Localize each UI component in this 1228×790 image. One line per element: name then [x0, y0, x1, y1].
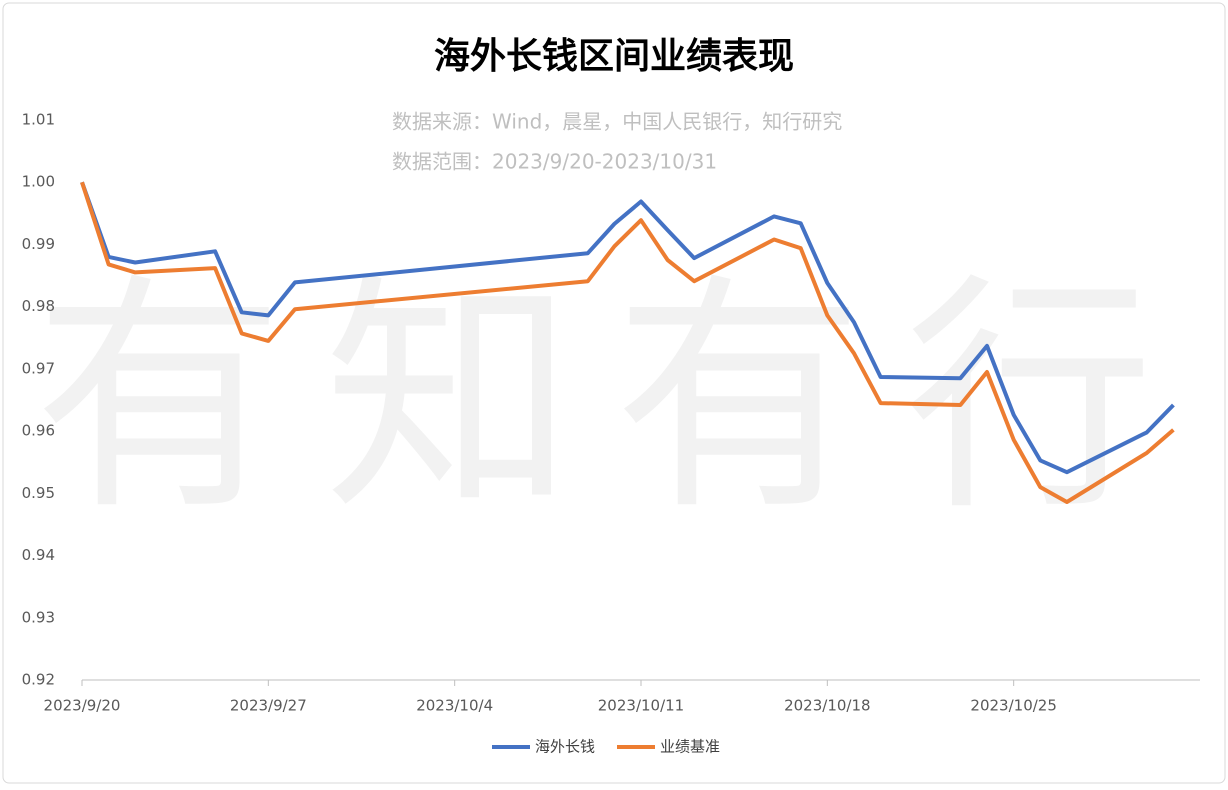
legend-label: 海外长钱 — [535, 738, 595, 756]
y-tick-label: 1.01 — [22, 111, 55, 129]
x-tick-label: 2023/10/4 — [416, 697, 493, 715]
y-tick-label: 0.97 — [22, 359, 55, 377]
x-tick-label: 2023/10/18 — [784, 697, 870, 715]
y-tick-label: 0.92 — [22, 671, 55, 689]
legend-label: 业绩基准 — [660, 738, 720, 756]
watermark: 有知有行 — [34, 253, 1194, 544]
subtitle: 数据范围：2023/9/20-2023/10/31 — [392, 150, 717, 174]
x-tick-label: 2023/9/20 — [44, 697, 121, 715]
series-line — [80, 181, 1175, 475]
x-tick-label: 2023/10/25 — [970, 697, 1056, 715]
y-tick-label: 0.99 — [22, 235, 55, 253]
y-tick-label: 0.95 — [22, 484, 55, 502]
y-tick-label: 1.00 — [22, 173, 55, 191]
x-tick-label: 2023/9/27 — [230, 697, 307, 715]
series-line — [80, 181, 1175, 504]
subtitle: 数据来源：Wind，晨星，中国人民银行，知行研究 — [392, 110, 842, 134]
y-tick-label: 0.98 — [22, 297, 55, 315]
y-tick-label: 0.94 — [22, 546, 55, 564]
y-tick-label: 0.93 — [22, 608, 55, 626]
y-tick-label: 0.96 — [22, 422, 55, 440]
x-tick-label: 2023/10/11 — [598, 697, 684, 715]
chart-title: 海外长钱区间业绩表现 — [434, 36, 794, 77]
